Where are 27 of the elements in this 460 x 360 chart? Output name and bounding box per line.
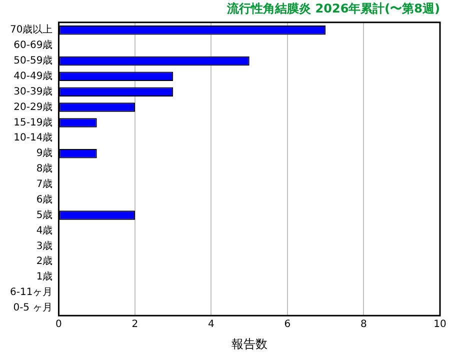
x-tick-label: 8	[360, 319, 367, 330]
x-tick-label: 2	[132, 319, 138, 330]
x-tick-label: 4	[208, 319, 214, 330]
x-tick-label: 0	[56, 319, 62, 330]
y-tick-label: 10-14歳	[14, 132, 53, 144]
y-tick-label: 8歳	[36, 162, 53, 175]
y-tick-label: 4歳	[36, 224, 53, 236]
y-tick-label: 40-49歳	[14, 70, 53, 82]
y-tick-label: 6-11ヶ月	[10, 287, 53, 298]
chart-title: 流行性角結膜炎 2026年累計(〜第8週)	[226, 1, 440, 16]
y-tick-label: 3歳	[36, 240, 53, 252]
y-tick-label: 5歳	[36, 208, 53, 221]
y-tick-label: 2歳	[36, 255, 53, 268]
y-tick-label: 20-29歳	[14, 100, 53, 113]
y-tick-label: 1歳	[36, 270, 53, 283]
y-tick-label: 30-39歳	[14, 85, 53, 98]
y-tick-label: 50-59歳	[14, 54, 53, 67]
y-tick-label: 70歳以上	[10, 24, 53, 36]
y-tick-label: 7歳	[36, 178, 53, 190]
x-tick-label: 6	[284, 319, 291, 330]
y-tick-label: 0-5 ヶ月	[13, 302, 53, 314]
x-tick-label: 10	[434, 319, 446, 330]
y-tick-label: 15-19歳	[14, 116, 53, 128]
y-tick-label: 60-69歳	[14, 39, 53, 52]
x-axis-title: 報告数	[231, 336, 268, 351]
y-tick-label: 9歳	[36, 147, 53, 160]
y-tick-label: 6歳	[36, 193, 53, 206]
